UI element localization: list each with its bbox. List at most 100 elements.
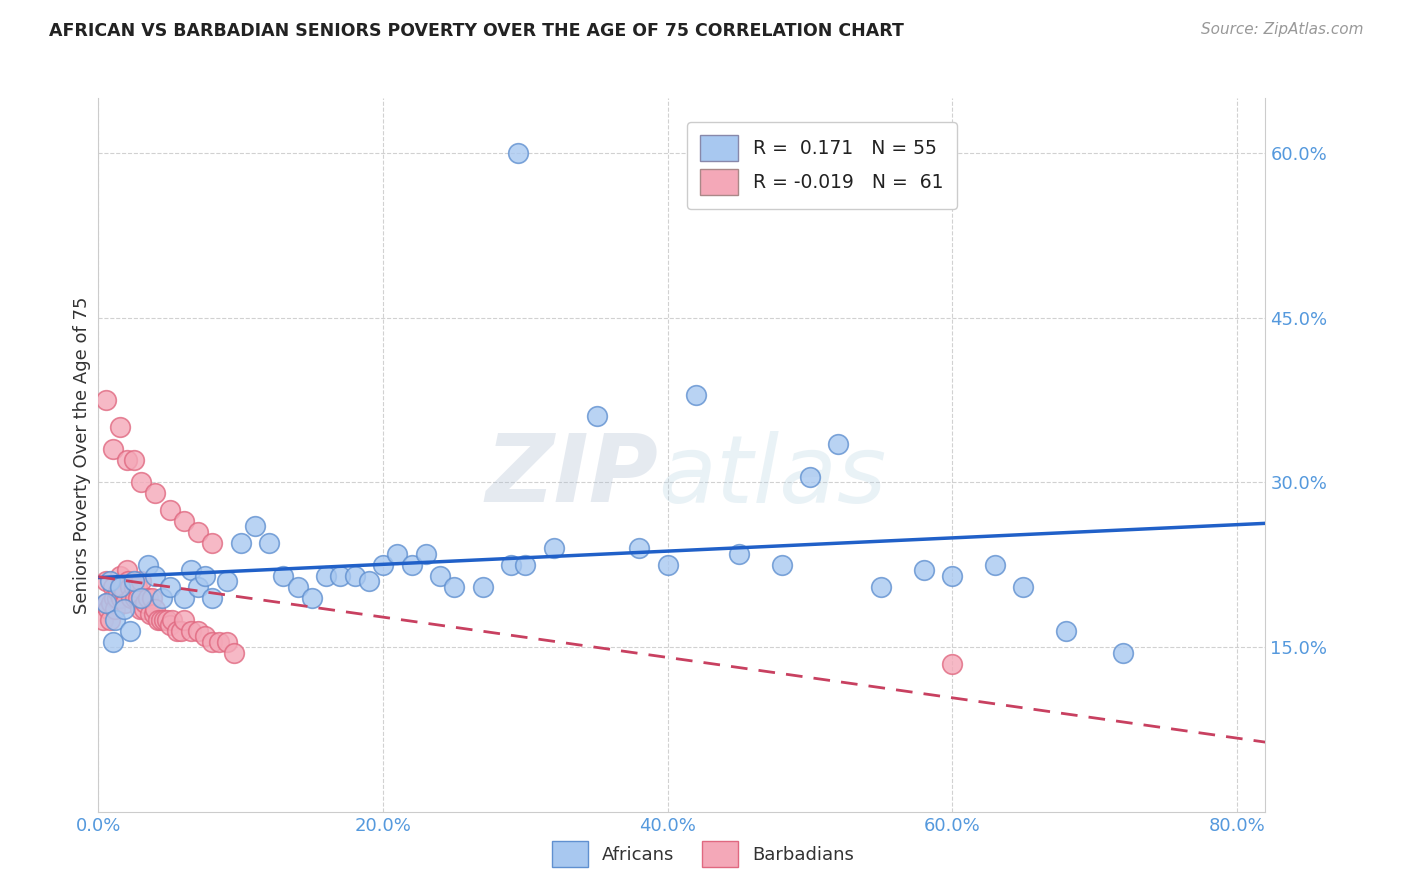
Point	[984, 558, 1007, 572]
Text: atlas: atlas	[658, 431, 887, 522]
Point	[508, 146, 530, 161]
Point	[912, 563, 935, 577]
Point	[429, 568, 451, 582]
Point	[415, 547, 437, 561]
Point	[98, 574, 121, 589]
Point	[187, 524, 209, 539]
Point	[91, 613, 114, 627]
Point	[315, 568, 337, 582]
Point	[159, 580, 181, 594]
Point	[501, 558, 523, 572]
Point	[301, 591, 323, 605]
Point	[117, 574, 139, 589]
Point	[329, 568, 352, 582]
Point	[148, 613, 170, 627]
Point	[122, 580, 145, 594]
Point	[122, 574, 145, 589]
Point	[98, 613, 121, 627]
Point	[173, 591, 195, 605]
Point	[870, 580, 893, 594]
Point	[128, 601, 150, 615]
Point	[471, 580, 494, 594]
Point	[103, 591, 125, 605]
Y-axis label: Seniors Poverty Over the Age of 75: Seniors Poverty Over the Age of 75	[73, 296, 91, 614]
Point	[108, 568, 131, 582]
Point	[215, 574, 238, 589]
Point	[585, 409, 607, 424]
Point	[118, 580, 141, 594]
Point	[114, 596, 136, 610]
Point	[543, 541, 565, 556]
Point	[127, 591, 149, 605]
Point	[173, 514, 195, 528]
Point	[201, 634, 224, 648]
Point	[118, 624, 141, 638]
Point	[1012, 580, 1035, 594]
Point	[108, 420, 131, 434]
Point	[115, 563, 138, 577]
Point	[125, 580, 148, 594]
Point	[273, 568, 295, 582]
Point	[110, 591, 132, 605]
Point	[136, 591, 159, 605]
Point	[134, 596, 156, 610]
Point	[104, 613, 127, 627]
Point	[173, 613, 195, 627]
Legend: R =  0.171   N = 55, R = -0.019   N =  61: R = 0.171 N = 55, R = -0.019 N = 61	[688, 122, 956, 209]
Point	[105, 591, 128, 605]
Point	[166, 624, 188, 638]
Legend: Africans, Barbadians: Africans, Barbadians	[544, 834, 862, 874]
Point	[138, 607, 160, 621]
Point	[100, 596, 122, 610]
Point	[107, 585, 129, 599]
Point	[129, 574, 152, 589]
Point	[104, 601, 127, 615]
Point	[727, 547, 749, 561]
Point	[1054, 624, 1077, 638]
Point	[187, 580, 209, 594]
Point	[141, 591, 163, 605]
Point	[132, 601, 155, 615]
Point	[150, 613, 173, 627]
Point	[770, 558, 793, 572]
Point	[101, 580, 124, 594]
Point	[143, 486, 166, 500]
Point	[159, 618, 181, 632]
Point	[143, 568, 166, 582]
Point	[136, 558, 159, 572]
Point	[115, 453, 138, 467]
Point	[112, 585, 135, 599]
Point	[215, 634, 238, 648]
Point	[112, 601, 135, 615]
Point	[111, 580, 134, 594]
Point	[194, 568, 217, 582]
Point	[94, 574, 117, 589]
Point	[96, 596, 118, 610]
Point	[257, 535, 280, 549]
Point	[799, 470, 821, 484]
Point	[1112, 646, 1135, 660]
Point	[229, 535, 252, 549]
Point	[129, 591, 152, 605]
Point	[243, 519, 266, 533]
Point	[194, 629, 217, 643]
Point	[401, 558, 423, 572]
Point	[515, 558, 537, 572]
Point	[162, 613, 184, 627]
Point	[120, 591, 142, 605]
Point	[101, 634, 124, 648]
Point	[129, 475, 152, 490]
Point	[180, 624, 202, 638]
Point	[685, 387, 707, 401]
Point	[387, 547, 409, 561]
Point	[443, 580, 465, 594]
Point	[159, 503, 181, 517]
Text: Source: ZipAtlas.com: Source: ZipAtlas.com	[1201, 22, 1364, 37]
Point	[153, 613, 176, 627]
Point	[108, 580, 131, 594]
Point	[180, 563, 202, 577]
Point	[97, 601, 120, 615]
Point	[343, 568, 366, 582]
Point	[222, 646, 245, 660]
Point	[827, 437, 849, 451]
